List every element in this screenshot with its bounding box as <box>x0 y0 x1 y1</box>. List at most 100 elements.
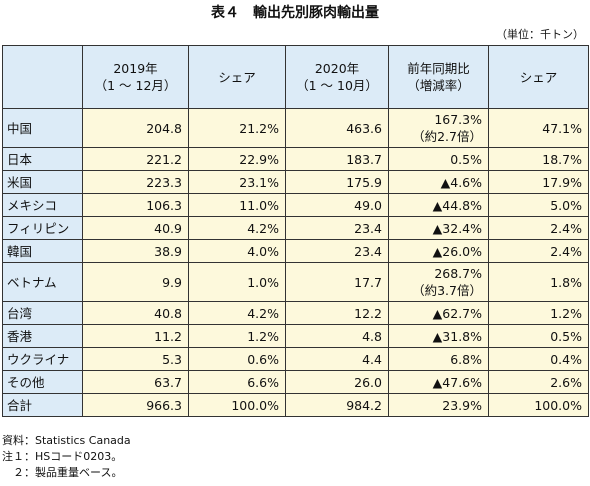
table-row: 米国 223.3 23.1% 175.9 ▲4.6% 17.9% <box>2 170 589 194</box>
row-label: フィリピン <box>2 216 83 240</box>
cell: 38.9 <box>82 239 189 263</box>
table-row: 台湾 40.8 4.2% 12.2 ▲62.7% 1.2% <box>2 301 589 325</box>
row-label: 中国 <box>2 108 83 148</box>
cell: 0.4% <box>488 347 589 371</box>
cell: 1.2% <box>188 324 286 348</box>
cell: 49.0 <box>285 193 389 217</box>
cell: 966.3 <box>82 393 189 417</box>
cell: 23.4 <box>285 239 389 263</box>
cell: 40.9 <box>82 216 189 240</box>
cell: 223.3 <box>82 170 189 194</box>
table-row: 韓国 38.9 4.0% 23.4 ▲26.0% 2.4% <box>2 239 589 263</box>
cell: 26.0 <box>285 370 389 394</box>
cell: 22.9% <box>188 147 286 171</box>
header-cell: 前年同期比 （増減率） <box>388 45 489 109</box>
table-row: メキシコ 106.3 11.0% 49.0 ▲44.8% 5.0% <box>2 193 589 217</box>
cell: 100.0% <box>488 393 589 417</box>
notes: 資料：Statistics Canada 注１：HSコード0203。 ２：製品重量… <box>2 433 131 481</box>
table-row: 日本 221.2 22.9% 183.7 0.5% 18.7% <box>2 147 589 171</box>
row-label: 香港 <box>2 324 83 348</box>
cell: 167.3% （約2.7倍） <box>388 108 489 148</box>
cell: ▲62.7% <box>388 301 489 325</box>
cell: ▲4.6% <box>388 170 489 194</box>
row-label: ウクライナ <box>2 347 83 371</box>
cell: 4.4 <box>285 347 389 371</box>
cell: ▲44.8% <box>388 193 489 217</box>
cell: 0.5% <box>488 324 589 348</box>
cell: 221.2 <box>82 147 189 171</box>
header-cell <box>2 45 83 109</box>
title: 表４ 輸出先別豚肉輸出量 <box>211 5 379 21</box>
cell: 2.4% <box>488 239 589 263</box>
cell: 100.0% <box>188 393 286 417</box>
table-row: ベトナム 9.9 1.0% 17.7 268.7% （約3.7倍） 1.8% <box>2 262 589 302</box>
header-row: 2019年 （1 ～ 12月） シェア 2020年 （1 ～ 10月） 前年同期比 （… <box>2 45 589 109</box>
cell: 11.2 <box>82 324 189 348</box>
cell: 1.2% <box>488 301 589 325</box>
table-row: 中国 204.8 21.2% 463.6 167.3% （約2.7倍） 47.1% <box>2 108 589 148</box>
cell: 40.8 <box>82 301 189 325</box>
header-cell: シェア <box>188 45 286 109</box>
cell: 183.7 <box>285 147 389 171</box>
table-row: フィリピン 40.9 4.2% 23.4 ▲32.4% 2.4% <box>2 216 589 240</box>
cell: 17.7 <box>285 262 389 302</box>
row-label: 韓国 <box>2 239 83 263</box>
cell: 23.1% <box>188 170 286 194</box>
cell: 23.9% <box>388 393 489 417</box>
unit: （単位：千トン） <box>496 28 584 41</box>
cell: 18.7% <box>488 147 589 171</box>
cell: 984.2 <box>285 393 389 417</box>
row-label: 日本 <box>2 147 83 171</box>
cell: ▲47.6% <box>388 370 489 394</box>
cell: 5.0% <box>488 193 589 217</box>
row-label: 米国 <box>2 170 83 194</box>
cell: 9.9 <box>82 262 189 302</box>
cell: 5.3 <box>82 347 189 371</box>
cell: ▲31.8% <box>388 324 489 348</box>
cell: 4.0% <box>188 239 286 263</box>
cell: 2.4% <box>488 216 589 240</box>
table-row: ウクライナ 5.3 0.6% 4.4 6.8% 0.4% <box>2 347 589 371</box>
cell: 0.5% <box>388 147 489 171</box>
header-cell: 2020年 （1 ～ 10月） <box>285 45 389 109</box>
cell: 2.6% <box>488 370 589 394</box>
row-label: 合計 <box>2 393 83 417</box>
cell: 11.0% <box>188 193 286 217</box>
cell: 4.2% <box>188 216 286 240</box>
cell: 1.8% <box>488 262 589 302</box>
cell: 21.2% <box>188 108 286 148</box>
cell: 12.2 <box>285 301 389 325</box>
row-label: 台湾 <box>2 301 83 325</box>
cell: 268.7% （約3.7倍） <box>388 262 489 302</box>
cell: 463.6 <box>285 108 389 148</box>
cell: 204.8 <box>82 108 189 148</box>
cell: 23.4 <box>285 216 389 240</box>
cell: 4.8 <box>285 324 389 348</box>
row-label: ベトナム <box>2 262 83 302</box>
cell: ▲32.4% <box>388 216 489 240</box>
row-label: その他 <box>2 370 83 394</box>
cell: 63.7 <box>82 370 189 394</box>
row-label: メキシコ <box>2 193 83 217</box>
header-cell: シェア <box>488 45 589 109</box>
cell: 175.9 <box>285 170 389 194</box>
note: 注１：HSコード0203。 <box>2 450 123 463</box>
cell: 4.2% <box>188 301 286 325</box>
table-row: その他 63.7 6.6% 26.0 ▲47.6% 2.6% <box>2 370 589 394</box>
table-row: 合計 966.3 100.0% 984.2 23.9% 100.0% <box>2 393 589 417</box>
cell: 6.6% <box>188 370 286 394</box>
cell: 1.0% <box>188 262 286 302</box>
cell: 0.6% <box>188 347 286 371</box>
cell: 6.8% <box>388 347 489 371</box>
cell: ▲26.0% <box>388 239 489 263</box>
table-body: 中国 204.8 21.2% 463.6 167.3% （約2.7倍） 47.1% 日本 22… <box>2 108 589 417</box>
header-cell: 2019年 （1 ～ 12月） <box>82 45 189 109</box>
note: ２：製品重量ベース。 <box>2 466 123 479</box>
table-row: 香港 11.2 1.2% 4.8 ▲31.8% 0.5% <box>2 324 589 348</box>
table: 2019年 （1 ～ 12月） シェア 2020年 （1 ～ 10月） 前年同期比 （… <box>2 45 589 417</box>
cell: 47.1% <box>488 108 589 148</box>
cell: 17.9% <box>488 170 589 194</box>
cell: 106.3 <box>82 193 189 217</box>
note: 資料：Statistics Canada <box>2 434 131 447</box>
